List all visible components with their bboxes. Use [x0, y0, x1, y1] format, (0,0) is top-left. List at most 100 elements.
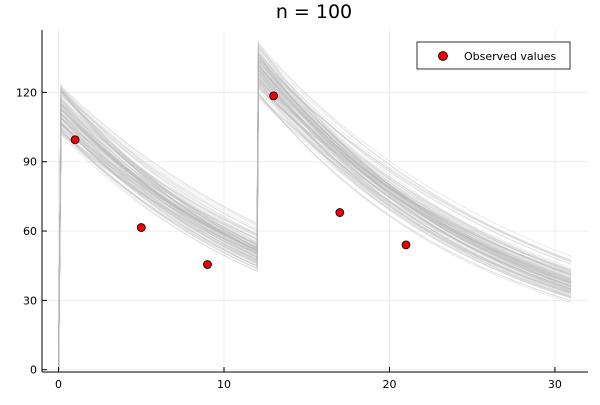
observed-point: [136, 223, 146, 232]
simulated-curve: [58, 71, 572, 370]
simulated-curve: [58, 75, 572, 370]
y-tick-label: 30: [23, 294, 37, 307]
simulated-curve: [58, 67, 572, 370]
simulated-curve: [58, 55, 572, 370]
simulated-curve: [58, 41, 572, 370]
y-tick-label: 90: [23, 156, 37, 169]
simulated-curve: [58, 84, 572, 370]
simulated-curve: [58, 57, 572, 370]
simulated-curve: [58, 41, 572, 370]
simulated-curve: [58, 62, 572, 370]
simulated-curve: [58, 81, 572, 370]
simulated-curve: [58, 68, 572, 370]
simulated-curve: [58, 91, 572, 370]
simulated-curve: [58, 82, 572, 370]
simulated-curve: [58, 58, 572, 370]
simulated-curve: [58, 93, 572, 370]
simulated-curve: [58, 56, 572, 370]
simulated-curve: [58, 77, 572, 370]
simulated-curve: [58, 58, 572, 370]
simulated-curve: [58, 71, 572, 370]
x-tick-label: 10: [217, 378, 231, 391]
simulated-curve: [58, 68, 572, 370]
simulated-curve: [58, 59, 572, 370]
simulated-curve: [58, 72, 572, 370]
simulated-curve: [58, 51, 572, 370]
simulated-curve: [58, 79, 572, 370]
simulated-curve: [58, 84, 572, 370]
simulated-curve: [58, 64, 572, 370]
simulated-curve: [58, 48, 572, 370]
simulated-curve: [58, 74, 572, 370]
simulated-curve: [58, 64, 572, 370]
observed-point: [269, 91, 279, 101]
simulated-curve: [58, 59, 572, 370]
simulated-curve: [58, 56, 572, 370]
simulated-curve: [58, 73, 572, 370]
observed-point: [335, 208, 345, 217]
simulated-curve: [58, 95, 572, 370]
legend-label: Observed values: [464, 50, 556, 63]
simulated-curve: [58, 52, 572, 370]
simulated-curve: [58, 80, 572, 370]
simulated-curve: [58, 67, 572, 370]
observed-points: [70, 91, 411, 269]
simulated-curve: [58, 56, 572, 370]
x-tick-label: 20: [382, 378, 396, 391]
simulated-curve: [58, 60, 572, 370]
simulated-curve: [58, 44, 572, 370]
simulated-curve: [58, 87, 572, 370]
grid: [42, 30, 588, 372]
simulated-curve: [58, 79, 572, 370]
simulated-curve: [58, 44, 572, 370]
simulated-curve: [58, 55, 572, 370]
simulated-curve: [58, 52, 572, 370]
simulated-curve: [58, 71, 572, 370]
simulated-curve: [58, 66, 572, 370]
simulated-curve: [58, 53, 572, 370]
simulated-curve: [58, 58, 572, 370]
simulated-curve: [58, 46, 572, 370]
simulated-curve: [58, 69, 572, 370]
simulated-curve: [58, 50, 572, 370]
simulated-curve: [58, 79, 572, 370]
simulated-curve: [58, 59, 572, 370]
simulated-curve: [58, 74, 572, 370]
simulated-curve: [58, 56, 572, 370]
chart-title: n = 100: [276, 1, 352, 23]
simulated-curve: [58, 88, 572, 370]
legend-marker: [438, 51, 448, 61]
tick-labels: 0 10 20 30 0 30 60 90 120: [16, 86, 562, 391]
y-tick-label: 60: [23, 225, 37, 238]
simulated-curve: [58, 79, 572, 370]
simulated-curve: [58, 61, 572, 370]
simulated-curve: [58, 64, 572, 370]
simulated-curve: [58, 45, 572, 370]
legend: Observed values: [416, 41, 571, 70]
observed-point: [70, 135, 80, 145]
simulated-curve: [58, 67, 572, 370]
simulated-curve: [58, 59, 572, 370]
simulated-curve: [58, 67, 572, 370]
simulated-curve: [58, 54, 572, 370]
simulated-curve: [58, 84, 572, 370]
simulated-curve: [58, 75, 572, 370]
simulated-curve: [58, 77, 572, 370]
simulated-curve: [58, 71, 572, 370]
simulated-curve: [58, 78, 572, 370]
simulated-curve: [58, 54, 572, 370]
simulated-curve: [58, 63, 572, 370]
simulated-curves: [58, 41, 572, 370]
simulated-curve: [58, 62, 572, 370]
simulated-curve: [58, 82, 572, 370]
x-tick-label: 30: [548, 378, 562, 391]
simulated-curve: [58, 63, 572, 370]
simulated-curve: [58, 97, 572, 370]
simulated-curve: [58, 71, 572, 370]
observed-point: [401, 240, 411, 250]
simulated-curve: [58, 92, 572, 370]
simulated-curve: [58, 76, 572, 370]
x-tick-label: 0: [55, 378, 62, 391]
